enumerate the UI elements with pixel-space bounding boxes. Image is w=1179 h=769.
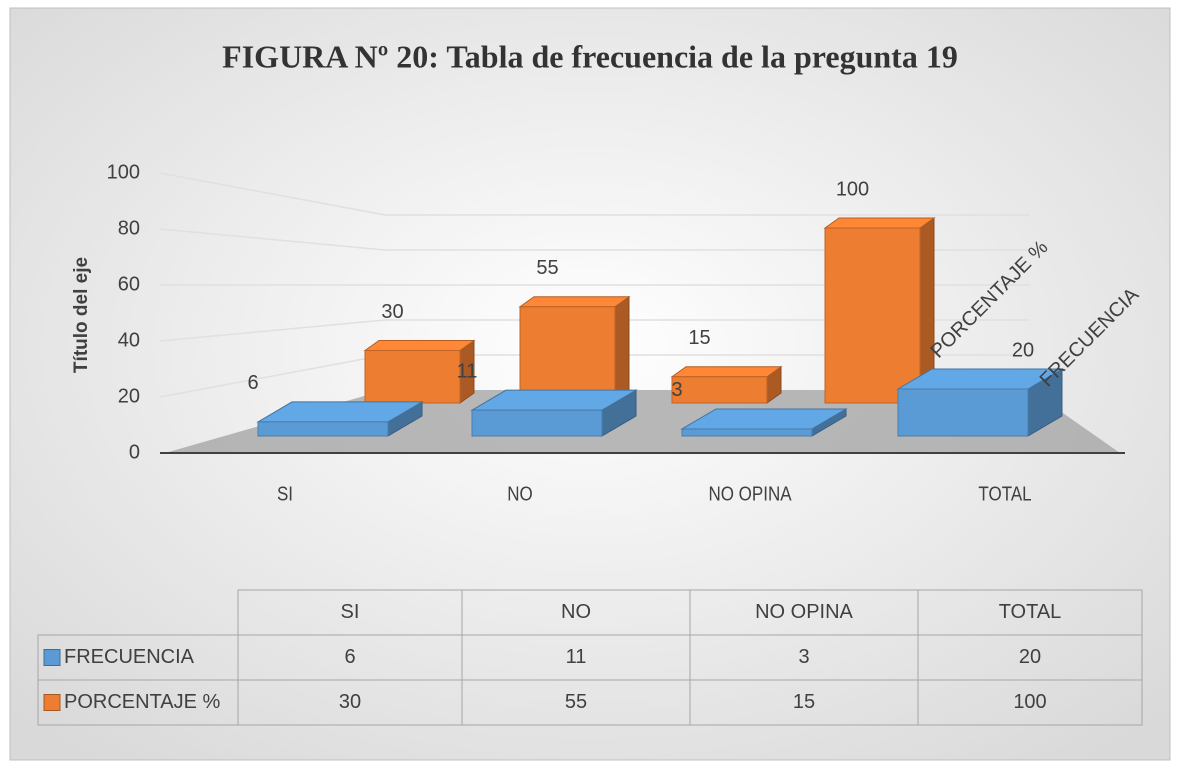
data-label: 11 [457,360,478,382]
bar [519,306,616,404]
table-header: SI [341,601,360,623]
data-label: 15 [688,327,710,349]
table-cell: 3 [798,646,809,668]
grid-line [159,228,1030,251]
legend-swatch [43,694,61,711]
bar [364,350,461,404]
legend-label: FRECUENCIA [64,646,195,668]
bar-top [518,296,631,308]
table-cell: 15 [793,691,815,713]
bar [471,409,603,437]
table-header: NO OPINA [755,601,853,623]
table-cell: 6 [344,646,355,668]
table-cell: 30 [339,691,361,713]
grid-line [159,172,1030,216]
table-cell: 20 [1019,646,1041,668]
bar [671,376,768,404]
y-tick-label: 80 [118,217,140,239]
y-tick-label: 0 [129,441,140,463]
bar [897,388,1029,437]
data-label: 30 [381,301,403,323]
grid-line [159,319,1030,342]
table-cell: 55 [565,691,587,713]
data-label: 100 [836,178,869,200]
bar-top [363,340,476,351]
legend-swatch [43,649,61,666]
bar-top [670,366,783,378]
plot-area: 0 20 40 60 80 100 30 55 15 100 6 11 3 20 SI NO NO OPINA T… [107,161,1144,504]
x-tick-label: NO OPINA [708,482,792,505]
table-cell: 11 [566,646,587,668]
chart-title: FIGURA Nº 20: Tabla de frecuencia de la … [222,38,958,74]
bar-top [823,217,936,229]
bar [824,227,921,404]
y-tick-label: 20 [118,385,140,407]
data-label: 3 [671,379,682,401]
y-tick-label: 40 [118,329,140,351]
x-tick-label: TOTAL [978,482,1031,505]
bar-side [614,295,630,404]
y-tick-label: 60 [118,273,140,295]
legend-label: PORCENTAJE % [64,691,221,713]
data-label: 6 [247,372,258,394]
table-header: TOTAL [999,601,1062,623]
data-table: SI NO NO OPINA TOTAL FRECUENCIA 6 11 3 20 PORCENT… [37,589,1143,726]
bar [681,428,813,437]
bar [257,421,389,437]
y-tick-label: 100 [107,161,140,183]
table-cell: 100 [1013,691,1046,713]
table-header: NO [561,601,591,623]
data-label: 55 [536,257,558,279]
y-axis-label: Título del eje [71,257,92,373]
x-tick-label: NO [507,482,532,505]
data-label: 20 [1012,339,1034,361]
x-tick-label: SI [277,482,293,505]
